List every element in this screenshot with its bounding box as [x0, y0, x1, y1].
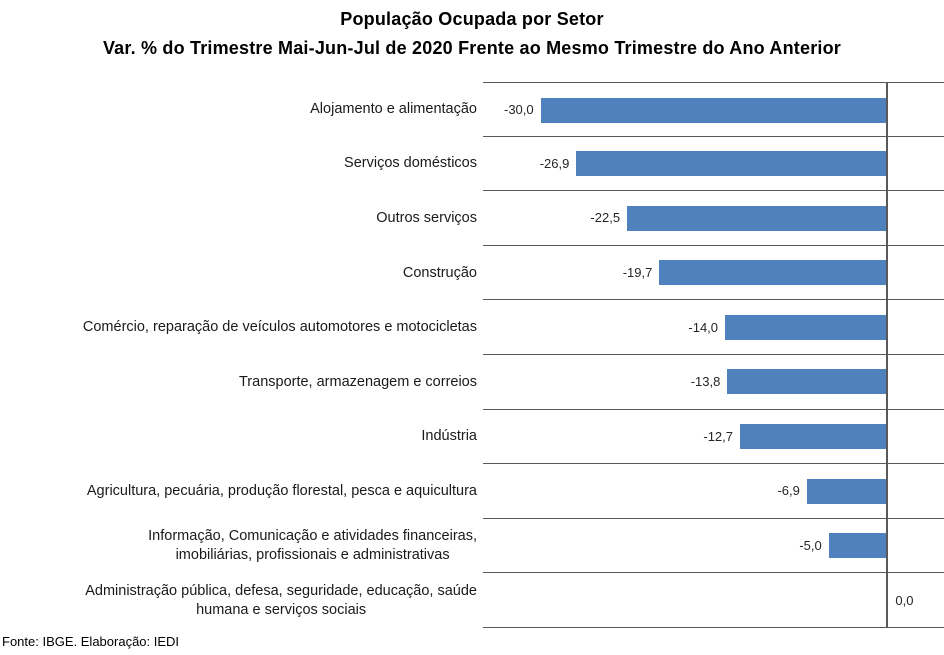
plot-row: -22,5 — [483, 191, 944, 246]
category-label: Serviços domésticos — [344, 155, 477, 172]
plot-row: -30,0 — [483, 82, 944, 137]
zero-axis-line — [886, 82, 888, 628]
category-label-cell: Transporte, armazenagem e correios — [0, 355, 483, 410]
value-label: -13,8 — [690, 374, 721, 390]
category-label-cell: Indústria — [0, 410, 483, 465]
plot-row: -6,9 — [483, 464, 944, 519]
category-label-cell: Alojamento e alimentação — [0, 82, 483, 137]
plot-row: 0,0 — [483, 573, 944, 628]
chart-row: Construção -19,7 — [0, 246, 944, 301]
value-label: -14,0 — [688, 319, 719, 335]
category-label-cell: Construção — [0, 246, 483, 301]
chart-title-line-2: Var. % do Trimestre Mai-Jun-Jul de 2020 … — [102, 38, 842, 58]
category-label: Agricultura, pecuária, produção floresta… — [86, 482, 477, 499]
chart-row: Alojamento e alimentação -30,0 — [0, 82, 944, 137]
category-label-cell: Informação, Comunicação e atividades fin… — [0, 519, 483, 574]
category-label: Administração pública, defesa, seguridad… — [85, 582, 477, 618]
category-label: Construção — [402, 264, 477, 281]
value-label: -30,0 — [503, 101, 534, 117]
chart-row: Transporte, armazenagem e correios -13,8 — [0, 355, 944, 410]
chart-title-line-1: População Ocupada por Setor — [340, 9, 604, 29]
chart-row: Serviços domésticos -26,9 — [0, 137, 944, 192]
chart-row: Outros serviços -22,5 — [0, 191, 944, 246]
value-label: -6,9 — [777, 483, 800, 499]
bar — [727, 369, 887, 395]
category-label-cell: Agricultura, pecuária, produção floresta… — [0, 464, 483, 519]
category-label-cell: Administração pública, defesa, seguridad… — [0, 573, 483, 628]
category-label: Outros serviços — [376, 209, 477, 226]
value-label: -22,5 — [590, 210, 621, 226]
value-label: -5,0 — [799, 538, 822, 554]
category-label: Transporte, armazenagem e correios — [238, 373, 477, 390]
bar — [828, 533, 887, 559]
bar — [806, 478, 887, 504]
plot-row: -26,9 — [483, 137, 944, 192]
category-label-cell: Outros serviços — [0, 191, 483, 246]
plot-row: -19,7 — [483, 246, 944, 301]
chart-row: Informação, Comunicação e atividades fin… — [0, 519, 944, 574]
chart-row: Agricultura, pecuária, produção floresta… — [0, 464, 944, 519]
plot-row: -14,0 — [483, 300, 944, 355]
category-label: Comércio, reparação de veículos automoto… — [82, 319, 477, 336]
chart-title: População Ocupada por Setor Var. % do Tr… — [0, 5, 944, 63]
category-label: Alojamento e alimentação — [310, 100, 477, 117]
bar — [740, 424, 887, 450]
plot-row: -5,0 — [483, 519, 944, 574]
bar — [659, 260, 887, 286]
bar — [576, 151, 887, 177]
chart-row: Indústria -12,7 — [0, 410, 944, 465]
bar-chart-plot: Alojamento e alimentação -30,0 Serviços do… — [0, 82, 944, 628]
plot-row: -12,7 — [483, 410, 944, 465]
category-label-cell: Comércio, reparação de veículos automoto… — [0, 300, 483, 355]
category-label: Informação, Comunicação e atividades fin… — [148, 528, 477, 564]
category-label: Indústria — [421, 428, 477, 445]
value-label: -12,7 — [703, 428, 734, 444]
chart-row: Comércio, reparação de veículos automoto… — [0, 300, 944, 355]
source-note: Fonte: IBGE. Elaboração: IEDI — [2, 634, 180, 649]
value-label: -26,9 — [539, 155, 570, 171]
bar — [540, 97, 887, 123]
value-label: 0,0 — [895, 592, 914, 608]
bar — [725, 314, 887, 340]
chart-row: Administração pública, defesa, seguridad… — [0, 573, 944, 628]
value-label: -19,7 — [622, 265, 653, 281]
plot-row: -13,8 — [483, 355, 944, 410]
category-label-cell: Serviços domésticos — [0, 137, 483, 192]
bar — [627, 205, 887, 231]
